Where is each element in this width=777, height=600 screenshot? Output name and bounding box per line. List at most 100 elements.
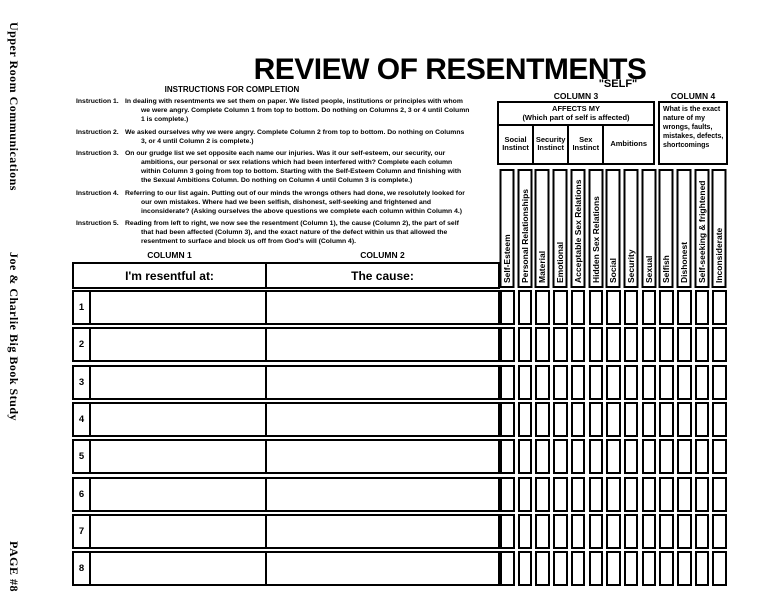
check-cell: [535, 476, 550, 512]
check-cell: [517, 551, 533, 587]
instructions-list: Instruction 1. In dealing with resentmen…: [76, 97, 470, 247]
check-cell: [694, 401, 710, 437]
check-cell: [641, 401, 657, 437]
instruction-label: Instruction 5.: [76, 220, 119, 228]
check-cell: [500, 476, 515, 512]
instruction-text: In dealing with resentments we set them …: [125, 98, 470, 124]
rotated-column-label: Self-seeking & frightened: [694, 169, 710, 288]
rotated-column-label: Acceptable Sex Relations: [570, 169, 586, 288]
check-cell: [500, 401, 515, 437]
rotated-column-label: Emotional: [553, 169, 568, 288]
check-cell: [606, 290, 621, 325]
table-row: 4: [72, 401, 727, 437]
check-cell: [677, 401, 692, 437]
row-number-cell: 8: [72, 551, 91, 587]
cause-cell: [265, 364, 500, 400]
rotated-column-label: Sexual: [641, 169, 657, 288]
page-title: REVIEW OF RESENTMENTS: [253, 53, 647, 86]
check-cell: [623, 513, 639, 549]
column1-header-cell: I'm resentful at:: [72, 262, 267, 289]
check-cell: [588, 364, 604, 400]
resentful-at-cell: [89, 401, 267, 437]
check-cell: [570, 290, 586, 325]
check-cell: [659, 513, 674, 549]
check-cell: [606, 364, 621, 400]
instinct-group-header: Ambitions: [610, 139, 647, 149]
check-cells-group: [500, 364, 727, 400]
table-header-row: I'm resentful at: The cause:: [72, 262, 500, 289]
instinct-group-header: Sex Instinct: [569, 125, 605, 163]
check-cell: [517, 401, 533, 437]
rotated-column-label: Security: [623, 169, 639, 288]
rotated-column-label: Social: [606, 169, 621, 288]
instruction-item: Instruction 5. Reading from left to righ…: [76, 219, 470, 247]
check-cell: [588, 439, 604, 475]
check-cell: [677, 513, 692, 549]
check-cell: [500, 513, 515, 549]
rotated-labels-row: Self-Esteem Personal Relationships Materia…: [500, 169, 727, 288]
check-cell: [641, 551, 657, 587]
check-cell: [517, 476, 533, 512]
check-cells-group: [500, 401, 727, 437]
instruction-item: Instruction 1. In dealing with resentmen…: [76, 97, 470, 125]
check-cell: [641, 327, 657, 363]
table-row: 2: [72, 327, 727, 363]
check-cell: [535, 551, 550, 587]
instinct-groups-row: Social Instinct Security Instinct Sex Inst…: [499, 125, 653, 163]
check-cell: [553, 327, 568, 363]
cause-cell: [265, 401, 500, 437]
check-cell: [659, 476, 674, 512]
check-cell: [606, 401, 621, 437]
instruction-label: Instruction 4.: [76, 189, 119, 197]
instruction-text: Reading from left to right, we now see t…: [125, 220, 459, 246]
check-cell: [694, 364, 710, 400]
column2-label: COLUMN 2: [360, 250, 405, 260]
check-cells-group: [500, 327, 727, 363]
check-cell: [712, 513, 727, 549]
column4-header-box: What is the exact nature of my wrongs, f…: [658, 101, 728, 165]
instructions-section: INSTRUCTIONS FOR COMPLETION Instruction …: [76, 85, 470, 250]
check-cell: [677, 476, 692, 512]
check-cell: [606, 439, 621, 475]
check-cell: [606, 476, 621, 512]
check-cell: [553, 439, 568, 475]
check-cell: [677, 551, 692, 587]
instinct-group-header: Security Instinct: [534, 125, 570, 163]
check-cell: [517, 439, 533, 475]
instruction-item: Instruction 2. We asked ourselves why we…: [76, 128, 470, 146]
check-cell: [500, 327, 515, 363]
check-cell: [588, 327, 604, 363]
table-row: 6: [72, 476, 727, 512]
table-row: 1: [72, 290, 727, 325]
check-cell: [553, 476, 568, 512]
resentful-at-cell: [89, 290, 267, 325]
check-cell: [623, 290, 639, 325]
check-cell: [606, 327, 621, 363]
check-cell: [694, 439, 710, 475]
instruction-item: Instruction 3. On our grudge list we set…: [76, 149, 470, 186]
check-cells-group: [500, 439, 727, 475]
check-cell: [694, 551, 710, 587]
check-cell: [712, 551, 727, 587]
check-cell: [677, 327, 692, 363]
check-cell: [712, 476, 727, 512]
side-text-publisher: Upper Room Communications: [7, 22, 21, 191]
cause-cell: [265, 439, 500, 475]
check-cell: [570, 551, 586, 587]
check-cell: [570, 439, 586, 475]
check-cell: [535, 364, 550, 400]
check-cell: [641, 364, 657, 400]
check-cell: [659, 327, 674, 363]
rotated-column-label: Inconsiderate: [712, 169, 727, 288]
check-cell: [517, 513, 533, 549]
check-cell: [712, 327, 727, 363]
check-cell: [659, 401, 674, 437]
check-cell: [500, 290, 515, 325]
check-cell: [535, 513, 550, 549]
column1-label: COLUMN 1: [147, 250, 192, 260]
check-cell: [570, 327, 586, 363]
instruction-label: Instruction 1.: [76, 98, 119, 105]
check-cells-group: [500, 476, 727, 512]
check-cell: [553, 290, 568, 325]
